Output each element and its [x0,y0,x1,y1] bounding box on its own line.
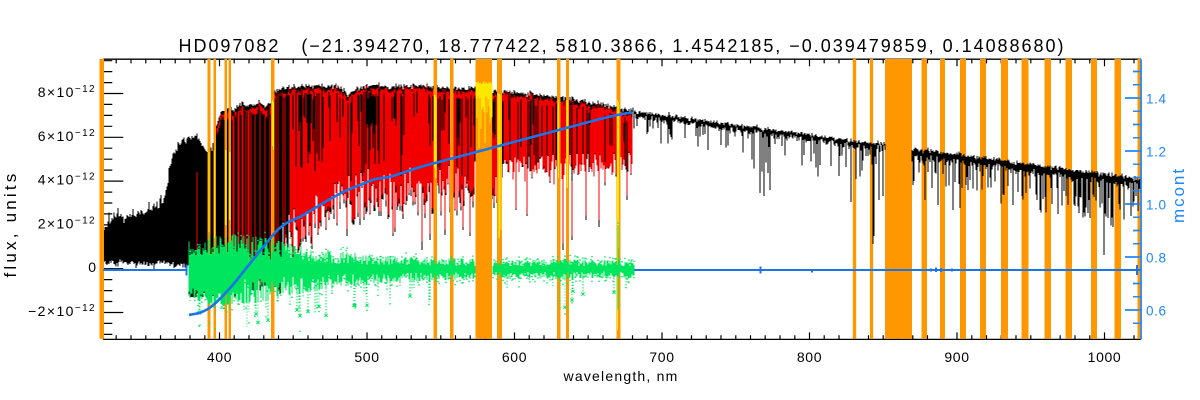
svg-text:flux, units: flux, units [1,170,20,277]
svg-text:700: 700 [649,349,674,365]
svg-text:0.8: 0.8 [1146,251,1167,266]
svg-text:400: 400 [207,349,232,365]
svg-text:600: 600 [502,349,527,365]
svg-text:HD097082 (−21.394270, 18.777: HD097082 (−21.394270, 18.777422, 5810.38… [178,36,1065,56]
svg-text:1.4: 1.4 [1146,92,1167,107]
svg-text:mcont: mcont [1169,167,1188,223]
svg-text:0.6: 0.6 [1146,304,1167,319]
svg-text:900: 900 [944,349,969,365]
svg-text:500: 500 [354,349,379,365]
svg-text:0: 0 [88,259,96,275]
svg-text:800: 800 [797,349,822,365]
svg-text:wavelength, nm: wavelength, nm [563,368,679,384]
svg-text:1.0: 1.0 [1146,198,1167,213]
svg-text:1000: 1000 [1088,349,1122,365]
svg-text:1.2: 1.2 [1146,145,1167,160]
